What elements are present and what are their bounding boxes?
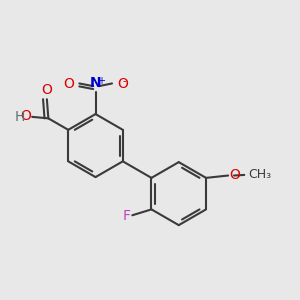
Text: O: O (117, 77, 128, 91)
Text: CH₃: CH₃ (248, 168, 271, 181)
Text: O: O (229, 168, 240, 182)
Text: -: - (122, 76, 126, 86)
Text: F: F (123, 209, 130, 223)
Text: N: N (90, 76, 102, 90)
Text: O: O (20, 109, 31, 123)
Text: +: + (97, 76, 105, 85)
Text: O: O (63, 77, 74, 91)
Text: O: O (41, 83, 52, 97)
Text: H: H (14, 110, 25, 124)
